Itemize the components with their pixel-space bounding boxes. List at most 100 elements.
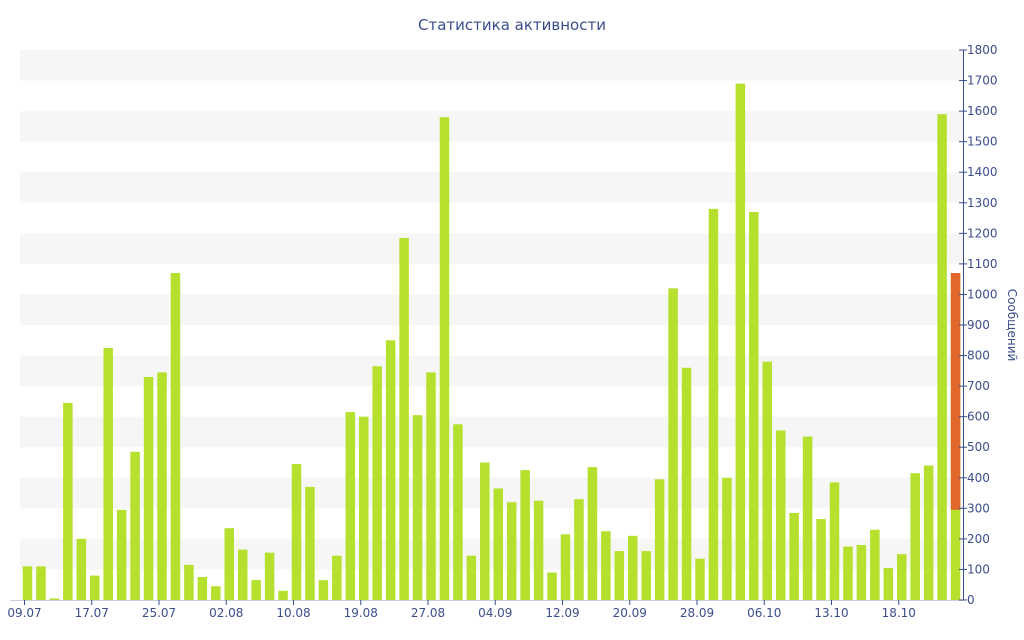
grid-band <box>20 172 963 203</box>
x-tick-label: 13.10 <box>814 606 848 620</box>
bar <box>318 580 329 600</box>
x-tick-label: 17.07 <box>75 606 109 620</box>
x-tick-label: 12.09 <box>545 606 579 620</box>
x-tick-label: 20.09 <box>613 606 647 620</box>
bar <box>708 208 719 600</box>
bar <box>762 361 772 600</box>
y-tick-label: 200 <box>967 532 990 546</box>
bar <box>910 473 920 600</box>
bar <box>668 288 678 600</box>
bar <box>345 412 356 600</box>
bar <box>802 436 813 600</box>
y-axis-label: Сообщений <box>1005 289 1019 362</box>
bar <box>695 558 705 600</box>
bar <box>547 572 557 600</box>
bar <box>291 464 302 600</box>
bar <box>681 367 692 600</box>
bar <box>897 554 907 600</box>
bar <box>36 566 46 600</box>
bar <box>856 545 867 600</box>
bar <box>587 467 598 600</box>
bar <box>224 528 234 600</box>
y-tick-label: 1100 <box>967 257 998 271</box>
bar <box>560 534 571 600</box>
y-tick-label: 900 <box>967 318 990 332</box>
bar <box>641 551 651 600</box>
grid-band <box>20 50 963 81</box>
x-tick-label: 27.08 <box>411 606 445 620</box>
bar <box>749 211 759 600</box>
y-tick-label: 1300 <box>967 196 998 210</box>
bar <box>493 488 503 600</box>
bars <box>22 83 961 601</box>
bar <box>116 509 127 600</box>
y-tick-label: 100 <box>967 562 990 576</box>
y-tick-label: 0 <box>967 593 975 607</box>
bar <box>90 575 100 600</box>
x-axis: 09.07 17.07 25.07 02.08 10.08 19.08 27.08 04.09… <box>7 600 916 620</box>
bar <box>775 430 786 600</box>
y-tick-label: 1200 <box>967 226 998 240</box>
x-tick-label: 28.09 <box>680 606 714 620</box>
bar-highlight-segment <box>950 273 961 510</box>
y-tick-label: 500 <box>967 440 990 454</box>
bar <box>412 415 423 600</box>
bar <box>399 237 409 600</box>
bar <box>372 366 382 600</box>
bar <box>76 538 87 600</box>
bar <box>601 531 611 600</box>
x-tick-label: 09.07 <box>7 606 41 620</box>
bar <box>843 546 853 600</box>
bar <box>923 465 934 600</box>
x-tick-label: 06.10 <box>747 606 781 620</box>
y-tick-label: 300 <box>967 501 990 515</box>
y-tick-label: 1800 <box>967 43 998 57</box>
bar <box>735 83 746 601</box>
x-tick-label: 02.08 <box>209 606 243 620</box>
y-axis: 0 100 200 300 400 500 600 700 800 900 1000 1100 1200… <box>959 43 998 607</box>
grid-band <box>20 294 963 325</box>
bar <box>143 376 154 600</box>
bar <box>22 566 33 600</box>
bar <box>466 555 477 600</box>
bar <box>628 535 638 600</box>
bar <box>385 340 396 600</box>
bar <box>49 598 60 600</box>
chart-title: Статистика активности <box>418 16 606 34</box>
bar <box>829 482 840 600</box>
y-tick-label: 1400 <box>967 165 998 179</box>
bar <box>251 580 261 600</box>
y-tick-label: 1500 <box>967 135 998 149</box>
x-tick-label: 19.08 <box>344 606 378 620</box>
bar <box>453 424 463 600</box>
bar <box>722 477 732 600</box>
bar <box>506 502 517 600</box>
bar <box>103 347 113 600</box>
bar <box>264 552 275 600</box>
x-tick-label: 25.07 <box>142 606 176 620</box>
x-tick-label: 10.08 <box>276 606 310 620</box>
bar <box>278 590 288 600</box>
bar <box>426 372 436 600</box>
bar <box>480 462 490 600</box>
grid-band <box>20 111 963 142</box>
x-tick-label: 18.10 <box>882 606 916 620</box>
bar <box>574 499 584 600</box>
x-tick-label: 04.09 <box>478 606 512 620</box>
y-tick-label: 1700 <box>967 74 998 88</box>
bar <box>211 586 221 600</box>
bar <box>63 402 73 600</box>
bar <box>157 372 167 600</box>
bar <box>654 479 665 600</box>
bar <box>197 577 208 600</box>
bar <box>533 500 544 600</box>
bar <box>520 470 530 600</box>
bar <box>237 549 248 600</box>
bar <box>789 512 799 600</box>
y-tick-label: 600 <box>967 410 990 424</box>
y-tick-label: 700 <box>967 379 990 393</box>
grid-band <box>20 233 963 264</box>
bar <box>305 486 315 600</box>
bar <box>130 451 140 600</box>
